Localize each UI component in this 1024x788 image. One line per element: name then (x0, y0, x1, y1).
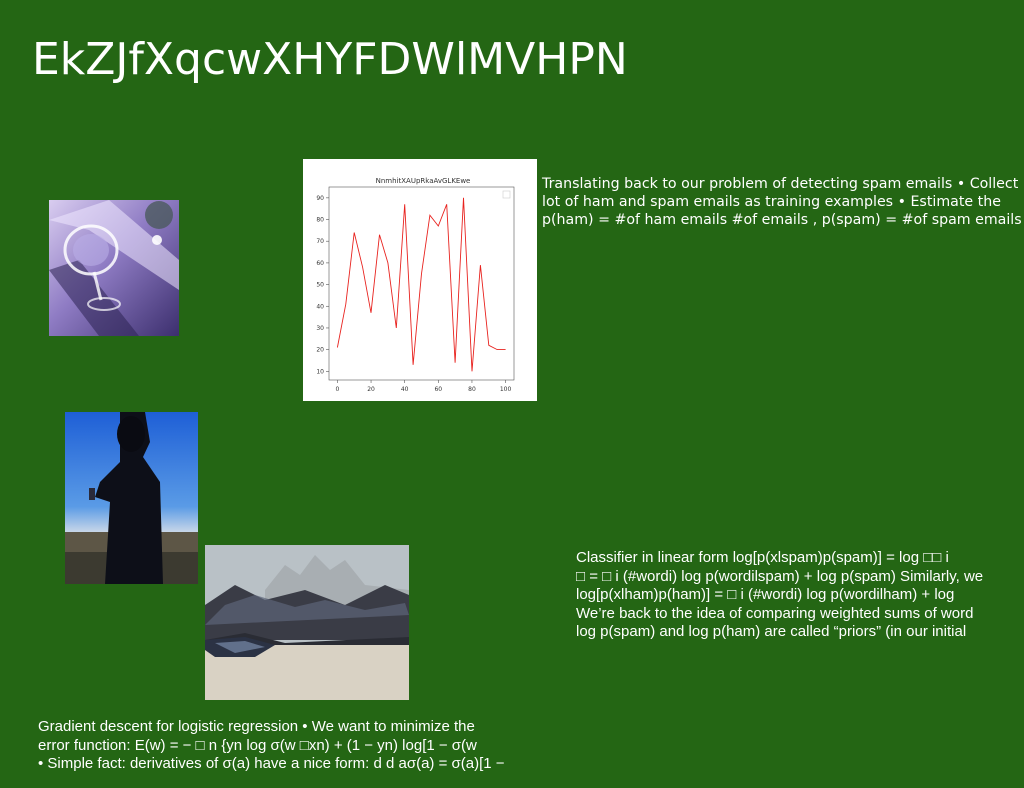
x-tick-label: 20 (367, 386, 375, 393)
y-tick-label: 30 (316, 325, 324, 332)
x-tick-label: 60 (434, 386, 442, 393)
person-phone-photo (65, 412, 198, 584)
mountain-lake-photo (205, 545, 409, 700)
slide-title: EkZJfXqcwXHYFDWlMVHPN (32, 34, 628, 85)
plot-area (328, 186, 515, 381)
glassware-photo (49, 200, 179, 336)
y-tick-label: 20 (316, 347, 324, 354)
y-tick-label: 50 (316, 282, 324, 289)
y-tick-label: 60 (316, 260, 324, 267)
y-tick-label: 90 (316, 195, 324, 202)
x-tick-label: 80 (468, 386, 476, 393)
line-chart: NnmhitXAUpRkaAvGLKEwe 0 20 40 60 80 100 10 20 30… (303, 159, 537, 401)
y-tick-label: 40 (316, 303, 324, 310)
photo-glasses-icon (49, 200, 179, 336)
legend-box (502, 190, 511, 199)
spam-intro-text: Translating back to our problem of detec… (542, 176, 1022, 228)
photo-landscape-icon (205, 545, 409, 700)
photo-person-phone-icon (65, 412, 198, 584)
chart-title: NnmhitXAUpRkaAvGLKEwe (376, 177, 471, 185)
classifier-text: Classifier in linear form log[p(xlspam)p… (576, 549, 984, 640)
gradient-descent-text: Gradient descent for logistic regression… (38, 718, 505, 772)
x-tick-label: 0 (335, 386, 339, 393)
y-tick-label: 70 (316, 238, 324, 245)
y-tick-label: 80 (316, 217, 324, 224)
x-tick-label: 100 (500, 386, 512, 393)
line-chart-svg: NnmhitXAUpRkaAvGLKEwe 0 20 40 60 80 100 10 20 30… (316, 177, 515, 393)
y-tick-label: 10 (316, 368, 324, 375)
series-line (336, 197, 506, 372)
x-tick-label: 40 (401, 386, 409, 393)
